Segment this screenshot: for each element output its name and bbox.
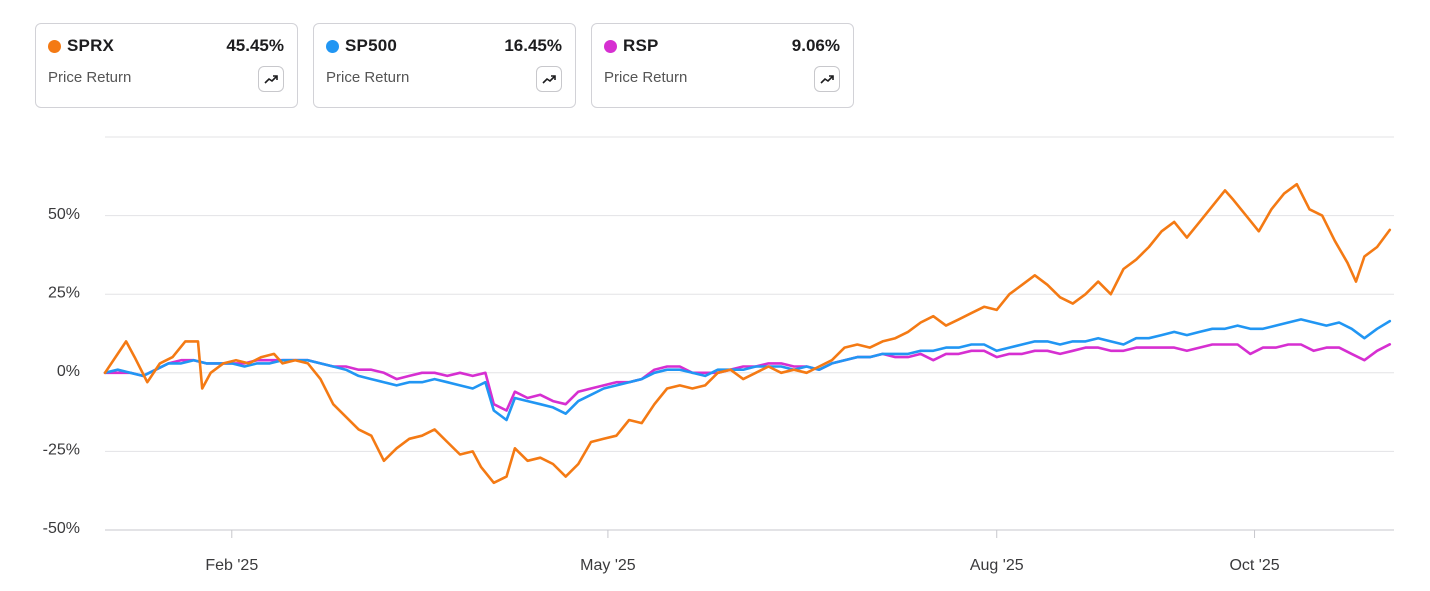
x-tick-label: Oct '25 [1229, 557, 1279, 574]
legend-card-sp500[interactable]: SP500 16.45% Price Return [313, 23, 576, 108]
y-tick-label: 0% [57, 363, 80, 380]
trend-chart-button[interactable] [536, 66, 562, 92]
series-color-dot [48, 39, 61, 53]
legend-metric: Price Return [604, 69, 688, 86]
legend-ticker: RSP [623, 36, 659, 55]
legend-ticker: SP500 [345, 36, 398, 55]
x-tick-label: Aug '25 [970, 557, 1024, 574]
legend-card-rsp[interactable]: RSP 9.06% Price Return [591, 23, 854, 108]
x-tick-label: Feb '25 [205, 557, 258, 574]
series-color-dot [604, 39, 617, 53]
series-color-dot [326, 39, 339, 53]
legend-metric: Price Return [48, 69, 132, 86]
trend-chart-button[interactable] [814, 66, 840, 92]
trending-up-icon [264, 75, 278, 84]
legend-ticker: SPRX [67, 36, 115, 55]
trending-up-icon [542, 75, 556, 84]
trend-chart-button[interactable] [258, 66, 284, 92]
grid-lines [105, 136, 1394, 531]
y-tick-label: -25% [43, 442, 80, 459]
series-lines [103, 182, 1392, 485]
trending-up-icon [820, 75, 834, 84]
legend-metric: Price Return [326, 69, 410, 86]
y-tick-label: -50% [43, 520, 80, 537]
y-tick-label: 25% [48, 284, 80, 301]
legend-return: 9.06% [791, 36, 840, 55]
legend-card-sprx[interactable]: SPRX 45.45% Price Return [35, 23, 298, 108]
legend-return: 16.45% [504, 36, 562, 55]
series-line-sp500[interactable] [103, 318, 1392, 422]
series-line-sprx[interactable] [103, 182, 1392, 485]
y-tick-label: 50% [48, 206, 80, 223]
y-axis-ticks: 50% 25% 0% -25% -50% [43, 206, 80, 537]
x-axis-ticks: Feb '25 May '25 Aug '25 Oct '25 [205, 530, 1280, 574]
legend-return: 45.45% [226, 36, 284, 55]
x-tick-label: May '25 [580, 557, 636, 574]
